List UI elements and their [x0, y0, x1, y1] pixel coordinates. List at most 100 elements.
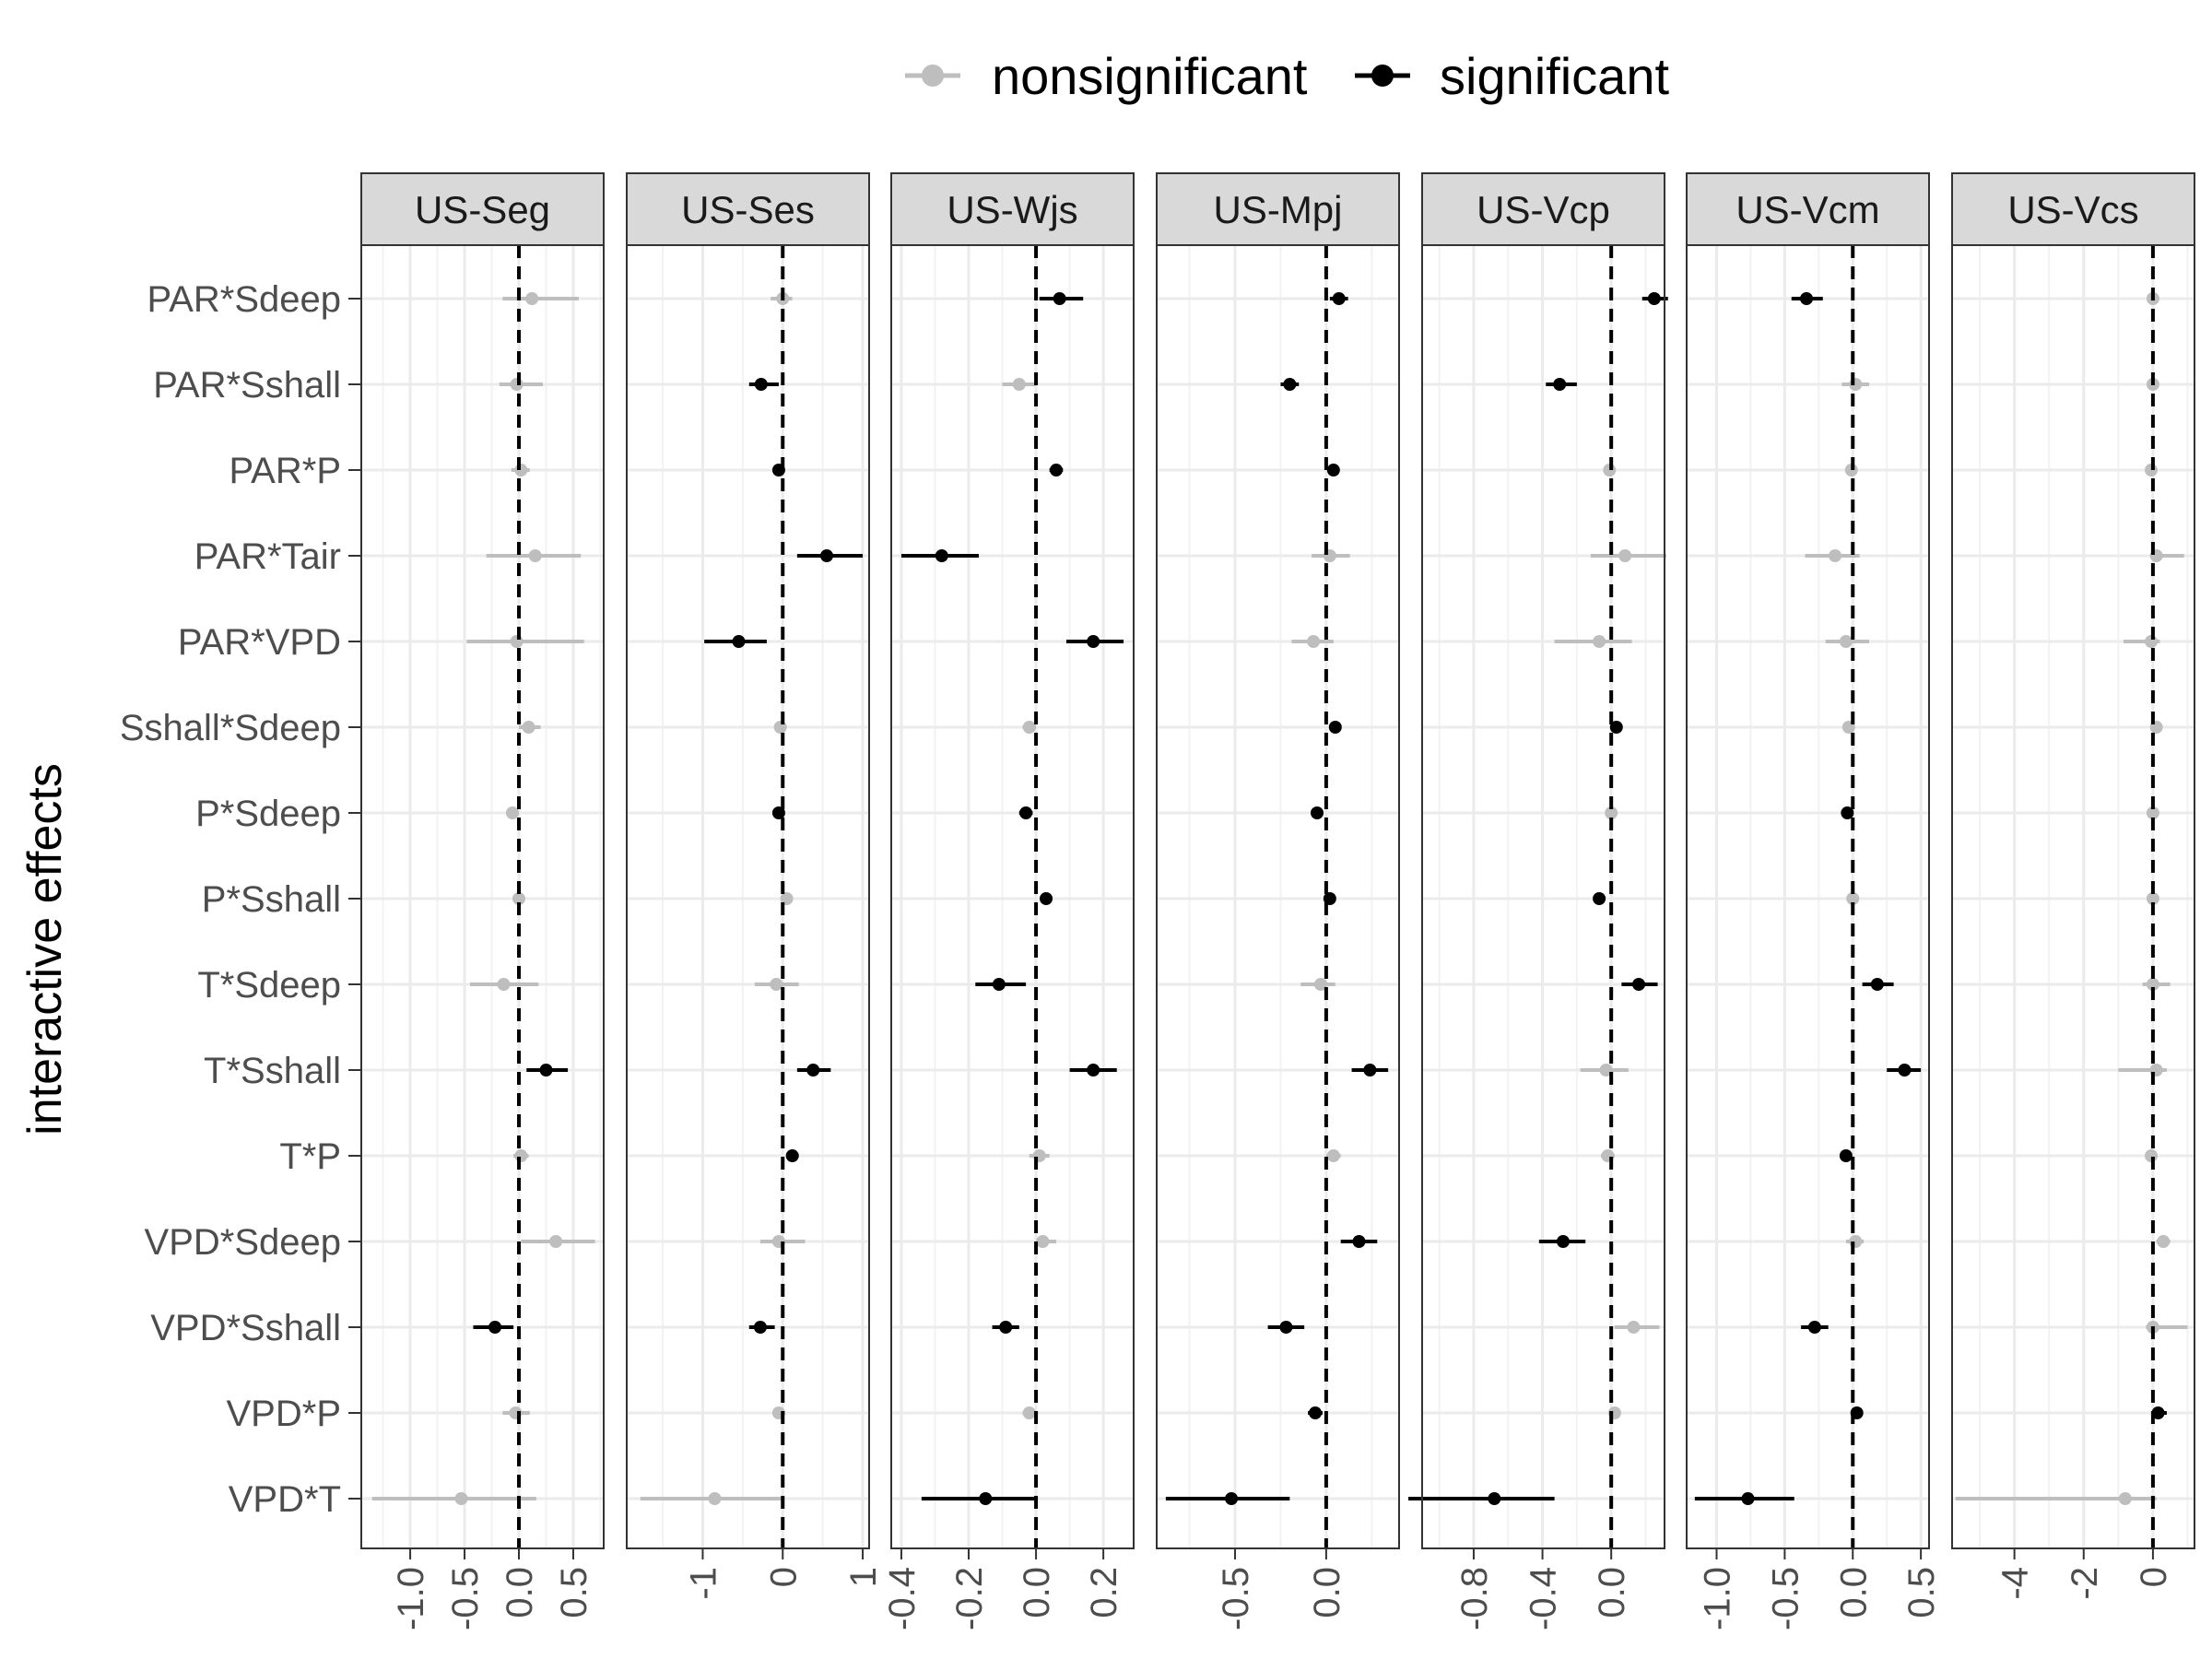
panel-background [627, 245, 869, 1548]
facet-strip-title: US-Wjs [947, 188, 1077, 231]
estimate-point [497, 978, 511, 991]
y-tick-label: T*Sshall [204, 1051, 341, 1091]
panel-background [1687, 245, 1929, 1548]
facet-strip [626, 172, 870, 246]
estimate-point [754, 378, 768, 391]
x-tick-label: 0.0 [1017, 1567, 1057, 1618]
estimate-point [1618, 549, 1632, 562]
estimate-point [708, 1492, 722, 1505]
x-tick-label: 0.0 [1307, 1567, 1347, 1618]
estimate-point [1841, 806, 1854, 819]
estimate-point [1012, 378, 1026, 391]
x-tick-label: 0.0 [1833, 1567, 1874, 1618]
x-tick-label: 0 [763, 1567, 804, 1587]
y-tick-label: PAR*P [229, 451, 341, 491]
legend: nonsignificant significant [905, 47, 1669, 105]
estimate-point [525, 292, 539, 305]
estimate-point [773, 721, 787, 734]
y-tick-label: T*Sdeep [197, 965, 341, 1006]
estimate-point [1309, 1406, 1323, 1419]
x-tick-label: -0.5 [445, 1567, 486, 1630]
estimate-point [1323, 892, 1336, 905]
estimate-point [771, 806, 785, 819]
estimate-point [999, 1321, 1013, 1334]
estimate-point [732, 635, 746, 648]
facet-panel: US-Ses -1 0 1 [626, 172, 884, 1600]
estimate-point [1022, 721, 1036, 734]
estimate-point [1326, 464, 1340, 477]
estimate-point [1609, 721, 1623, 734]
legend-entry-nonsignificant: nonsignificant [905, 47, 1308, 105]
facet-strip-title: US-Seg [415, 188, 550, 231]
estimate-point [512, 892, 526, 905]
x-tick-label: 0.2 [1084, 1567, 1124, 1618]
legend-label-nonsignificant: nonsignificant [992, 47, 1308, 105]
y-tick-label: T*P [279, 1136, 341, 1177]
x-tick-label: 0.5 [554, 1567, 594, 1618]
x-tick-label: -0.4 [1524, 1567, 1564, 1630]
estimate-point [539, 1064, 553, 1077]
estimate-point [1829, 549, 1842, 562]
facet-panels: US-Seg -1.0 -0.5 0.0 0.5 US-Ses -1 0 1 US-Wjs -0.4… [360, 172, 2195, 1630]
estimate-point [510, 635, 524, 648]
facet-panel: US-Wjs -0.4 -0.2 0.0 0.2 [882, 172, 1135, 1630]
estimate-point [2157, 1235, 2171, 1248]
facet-strip [1421, 172, 1665, 246]
x-tick-label: 0.5 [1901, 1567, 1942, 1618]
legend-key-dot-significant [1371, 65, 1394, 87]
estimate-point [2151, 1406, 2165, 1419]
y-tick-label: P*Sdeep [195, 794, 341, 834]
x-tick-label: -1.0 [391, 1567, 431, 1630]
estimate-point [1800, 292, 1814, 305]
estimate-point [1283, 378, 1297, 391]
x-tick-label: -1.0 [1698, 1567, 1738, 1630]
facet-panel: US-Seg -1.0 -0.5 0.0 0.5 [360, 172, 605, 1630]
estimate-point [1627, 1321, 1641, 1334]
estimate-point [1022, 1406, 1036, 1419]
facet-strip-title: US-Vcs [2007, 188, 2138, 231]
estimate-point [488, 1321, 502, 1334]
facet-panel: US-Vcp -0.8 -0.4 0.0 [1408, 172, 1668, 1630]
estimate-point [1036, 1235, 1050, 1248]
x-tick-label: -0.5 [1216, 1567, 1256, 1630]
estimate-point [522, 721, 535, 734]
estimate-point [1363, 1064, 1377, 1077]
estimate-point [1087, 635, 1100, 648]
estimate-point [1049, 464, 1063, 477]
legend-label-significant: significant [1440, 47, 1669, 105]
estimate-point [1870, 978, 1884, 991]
estimate-point [992, 978, 1006, 991]
estimate-point [514, 1149, 528, 1162]
facet-strip [1686, 172, 1930, 246]
facet-strip-title: US-Mpj [1213, 188, 1342, 231]
estimate-point [2118, 1492, 2132, 1505]
estimate-point [1087, 1064, 1100, 1077]
estimate-point [505, 806, 519, 819]
estimate-point [1352, 1235, 1366, 1248]
estimate-point [979, 1492, 993, 1505]
facet-strip-title: US-Vcp [1477, 188, 1610, 231]
estimate-point [1225, 1492, 1239, 1505]
y-tick-label: VPD*Sshall [150, 1308, 341, 1348]
facet-panel: US-Mpj -0.5 0.0 [1156, 172, 1400, 1630]
estimate-point [1311, 806, 1324, 819]
estimate-point [1647, 292, 1661, 305]
estimate-point [1593, 635, 1606, 648]
y-tick-label: P*Sshall [202, 879, 341, 920]
estimate-point [935, 549, 948, 562]
x-tick-label: 0 [2134, 1567, 2174, 1587]
estimate-point [1741, 1492, 1755, 1505]
x-tick-label: -0.4 [882, 1567, 923, 1630]
estimate-point [1313, 978, 1327, 991]
estimate-point [1307, 635, 1321, 648]
facet-strip [360, 172, 605, 246]
x-tick-label: -4 [1995, 1567, 2036, 1600]
facet-panel: US-Vcm -1.0 -0.5 0.0 0.5 [1686, 172, 1942, 1630]
legend-entry-significant: significant [1355, 47, 1669, 105]
y-tick-label: VPD*Sdeep [145, 1222, 341, 1263]
estimate-point [806, 1064, 820, 1077]
y-tick-label: Sshall*Sdeep [120, 708, 341, 748]
estimate-point [1593, 892, 1606, 905]
y-axis-tick-labels: PAR*Sdeep PAR*Sshall PAR*P PAR*Tair PAR*VPD S… [120, 279, 361, 1520]
